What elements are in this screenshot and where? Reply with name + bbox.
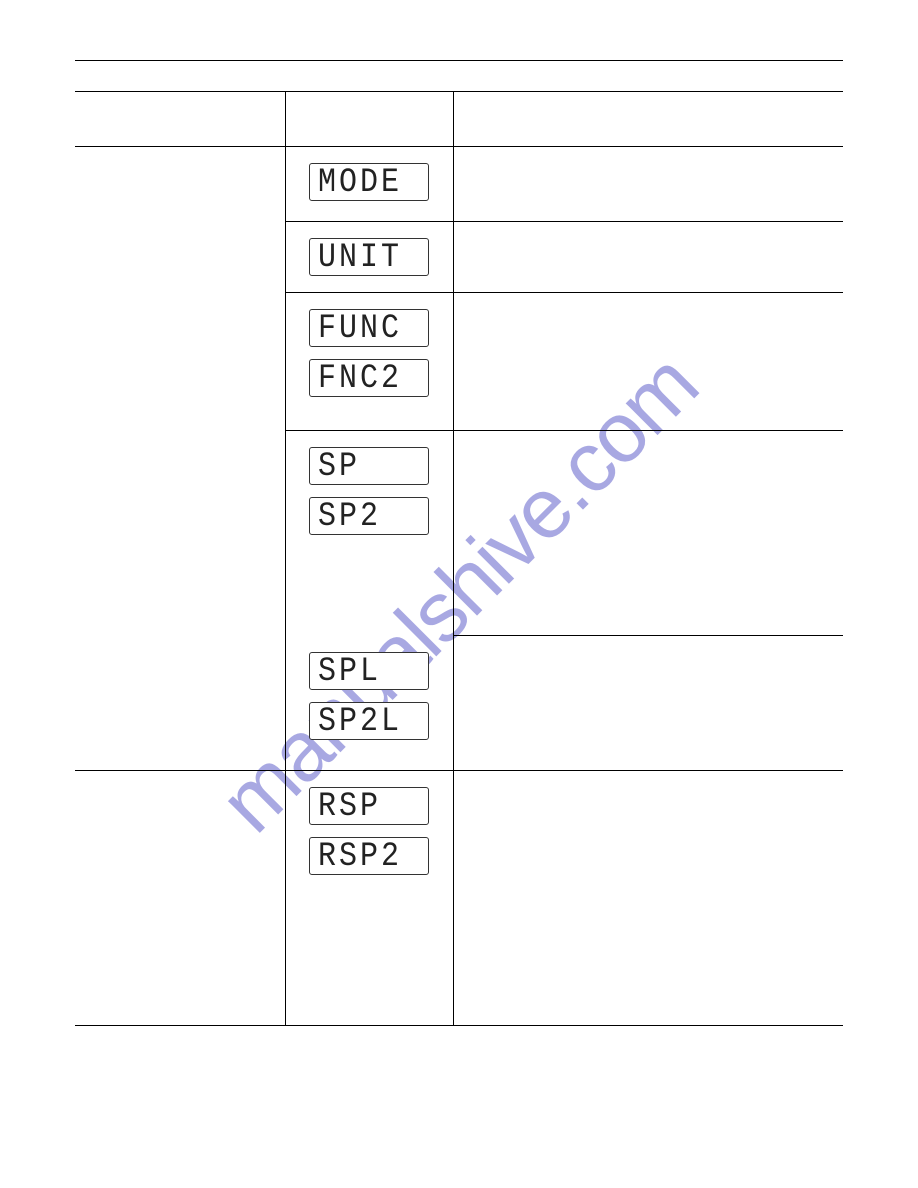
table-row: UNIT (75, 222, 843, 293)
cell-right (453, 222, 843, 293)
table-row: SPL SP2L (75, 636, 843, 771)
top-horizontal-rule (75, 60, 843, 61)
cell-mid-unit: UNIT (285, 222, 453, 293)
cell-left (75, 147, 285, 222)
cell-mid-sp: SP SP2 (285, 431, 453, 636)
lcd-fnc2-text: FNC2 (318, 362, 402, 397)
lcd-display: SP (309, 447, 429, 485)
cell-left (75, 222, 285, 293)
cell-mid-mode: MODE (285, 147, 453, 222)
lcd-display: SPL (309, 652, 429, 690)
lcd-sp2-text: SP2 (318, 500, 381, 535)
table-header-row (75, 92, 843, 147)
cell-right (453, 771, 843, 1026)
lcd-display: SP2 (309, 497, 429, 535)
cell-right (453, 636, 843, 771)
lcd-unit-text: UNIT (318, 241, 402, 276)
table-row: FUNC FNC2 (75, 293, 843, 431)
cell-right (453, 293, 843, 431)
cell-left (75, 771, 285, 1026)
table-row: SP SP2 (75, 431, 843, 636)
cell-right (453, 147, 843, 222)
table-row: MODE (75, 147, 843, 222)
lcd-rsp2-text: RSP2 (318, 840, 402, 875)
cell-mid-func: FUNC FNC2 (285, 293, 453, 431)
cell-left (75, 636, 285, 771)
lcd-rsp-text: RSP (318, 790, 381, 825)
lcd-sp2l-text: SP2L (318, 704, 402, 739)
header-cell-right (453, 92, 843, 147)
cell-mid-spl: SPL SP2L (285, 636, 453, 771)
lcd-display: RSP (309, 787, 429, 825)
lcd-display: RSP2 (309, 837, 429, 875)
cell-right (453, 431, 843, 636)
header-cell-mid (285, 92, 453, 147)
lcd-mode-text: MODE (318, 166, 402, 201)
cell-mid-rsp: RSP RSP2 (285, 771, 453, 1026)
lcd-display: FNC2 (309, 359, 429, 397)
lcd-display: UNIT (309, 238, 429, 276)
cell-left (75, 293, 285, 431)
page-content: MODE UNIT FUNC FNC2 (0, 0, 918, 1086)
table-row: RSP RSP2 (75, 771, 843, 1026)
lcd-display: MODE (309, 163, 429, 201)
lcd-spl-text: SPL (318, 654, 381, 689)
lcd-sp-text: SP (318, 450, 360, 485)
lcd-display: SP2L (309, 702, 429, 740)
lcd-func-text: FUNC (318, 312, 402, 347)
parameter-table: MODE UNIT FUNC FNC2 (75, 91, 843, 1026)
lcd-display: FUNC (309, 309, 429, 347)
cell-left (75, 431, 285, 636)
header-cell-left (75, 92, 285, 147)
